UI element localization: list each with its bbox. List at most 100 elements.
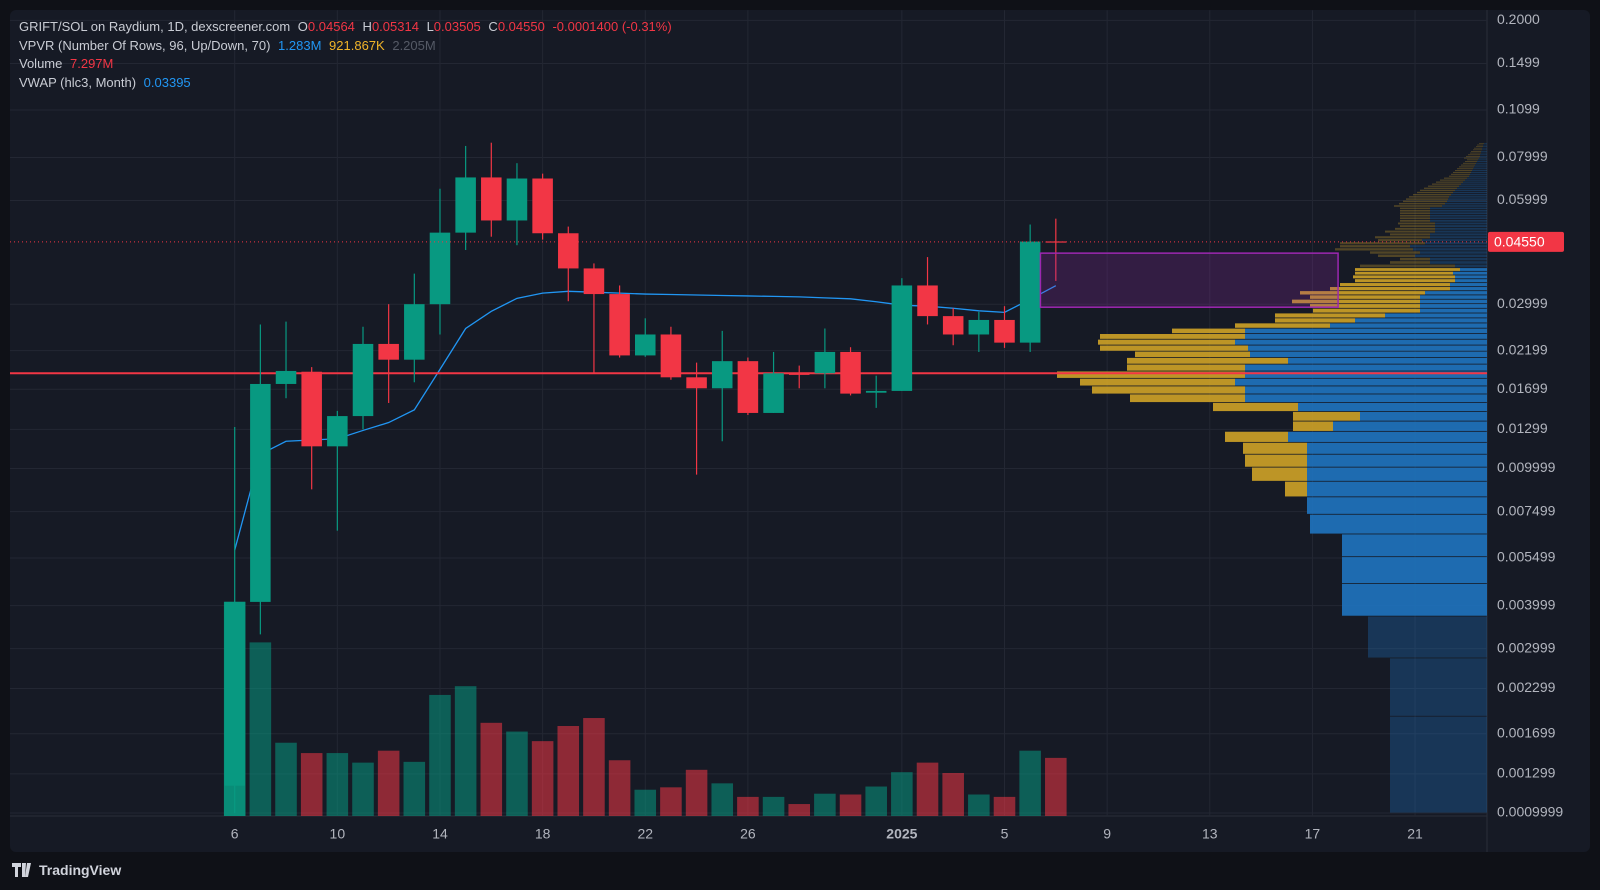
vpvr-up xyxy=(1250,351,1487,358)
volume-bar xyxy=(300,753,323,816)
vpvr-up xyxy=(1310,514,1487,534)
vpvr-up xyxy=(1479,157,1487,159)
volume-bar xyxy=(711,783,734,816)
y-tick-label: 0.1499 xyxy=(1497,54,1540,70)
vpvr-down xyxy=(1403,200,1447,203)
candle-body xyxy=(634,334,656,356)
vpvr-up xyxy=(1478,159,1487,161)
vpvr-down xyxy=(1275,318,1355,323)
volume-bar xyxy=(865,786,887,816)
vpvr-up xyxy=(1430,233,1487,236)
indicator-value: 0.03395 xyxy=(143,74,191,90)
vpvr-up xyxy=(1474,166,1487,168)
y-tick-label: 0.001699 xyxy=(1497,724,1556,740)
vpvr-down xyxy=(1395,227,1435,230)
vpvr-down xyxy=(1444,177,1467,179)
vpvr-down xyxy=(1400,207,1430,210)
candle-body xyxy=(327,416,348,447)
vpvr-down xyxy=(1465,161,1477,163)
vpvr-up xyxy=(1435,222,1487,225)
volume-bar xyxy=(377,750,400,816)
volume-bar xyxy=(788,804,810,816)
indicator-value: 1.283M xyxy=(278,37,322,53)
vpvr-down xyxy=(1378,254,1415,258)
vpvr-down xyxy=(1424,187,1457,189)
vpvr-down xyxy=(1399,202,1445,205)
vpvr-down xyxy=(1353,275,1455,279)
vpvr-up xyxy=(1470,173,1487,175)
vpvr-down xyxy=(1464,157,1479,159)
x-tick-label: 2025 xyxy=(886,826,917,842)
volume-bar xyxy=(480,722,503,816)
x-tick-label: 9 xyxy=(1103,826,1111,842)
vpvr-up xyxy=(1450,283,1487,287)
vpvr-down xyxy=(1292,299,1420,304)
y-tick-label: 0.007499 xyxy=(1497,502,1556,518)
vpvr-down xyxy=(1432,183,1461,185)
vpvr-down xyxy=(1466,155,1480,157)
vpvr-up xyxy=(1288,431,1487,442)
vpvr-down xyxy=(1355,268,1460,271)
vpvr-up xyxy=(1465,179,1487,181)
vpvr-up xyxy=(1475,164,1487,166)
vpvr-up xyxy=(1430,217,1487,220)
candle-body xyxy=(506,178,528,221)
volume-bar xyxy=(993,796,1016,816)
vpvr-down xyxy=(1057,371,1245,378)
volume-bar xyxy=(275,742,297,816)
x-tick-label: 17 xyxy=(1305,826,1321,842)
plot-area xyxy=(10,10,1487,816)
vpvr-down xyxy=(1130,394,1245,403)
vpvr-down xyxy=(1293,411,1360,421)
vpvr-down xyxy=(1127,364,1245,371)
vpvr-down xyxy=(1479,143,1484,144)
vpvr-up xyxy=(1430,236,1487,239)
vpvr-up xyxy=(1245,371,1487,378)
vpvr-down xyxy=(1360,264,1455,268)
ohlc-key: C xyxy=(488,19,498,34)
vpvr-down xyxy=(1330,287,1450,291)
vpvr-down xyxy=(1453,171,1471,173)
vpvr-up xyxy=(1442,205,1487,207)
vpvr-up xyxy=(1483,146,1487,147)
y-tick-label: 0.01699 xyxy=(1497,380,1548,396)
vpvr-down xyxy=(1476,146,1483,147)
vpvr-up xyxy=(1330,323,1487,328)
vpvr-down xyxy=(1473,149,1482,151)
y-tick-label: 0.009999 xyxy=(1497,459,1556,475)
vpvr-down xyxy=(1428,185,1459,187)
vpvr-down xyxy=(1459,166,1474,168)
x-tick-label: 6 xyxy=(231,826,239,842)
volume-bar xyxy=(968,794,990,816)
volume-bar xyxy=(454,686,477,816)
vpvr-up xyxy=(1430,207,1487,210)
candle-body xyxy=(686,377,707,389)
vpvr-down xyxy=(1213,402,1298,412)
legend-row: Volume 7.297M xyxy=(19,55,676,74)
vpvr-down xyxy=(1455,170,1472,172)
vpvr-up xyxy=(1455,189,1487,192)
candle-body xyxy=(455,177,476,233)
legend-row: GRIFT/SOL on Raydium, 1D, dexscreener.co… xyxy=(19,18,676,37)
last-price-badge xyxy=(1488,231,1564,252)
ohlc-key: H xyxy=(362,19,372,34)
vpvr-up xyxy=(1307,454,1487,467)
vpvr-up xyxy=(1425,291,1487,295)
vpvr-up xyxy=(1420,299,1487,304)
vpvr-down xyxy=(1340,283,1450,287)
vpvr-up xyxy=(1435,227,1487,230)
volume-bar xyxy=(403,761,426,816)
candle-body xyxy=(1045,241,1067,243)
candle-body xyxy=(865,390,887,393)
brand-name: TradingView xyxy=(39,862,122,878)
volume-bar xyxy=(814,793,836,816)
volume-bar xyxy=(737,796,759,816)
vpvr-down xyxy=(1400,225,1435,228)
vpvr-down xyxy=(1355,271,1453,275)
vpvr-down xyxy=(1400,219,1430,222)
vpvr-down xyxy=(1135,351,1250,358)
vpvr-down xyxy=(1436,181,1463,183)
candle-body xyxy=(352,343,374,417)
vpvr-up xyxy=(1385,313,1487,318)
vpvr-down xyxy=(1370,251,1420,254)
